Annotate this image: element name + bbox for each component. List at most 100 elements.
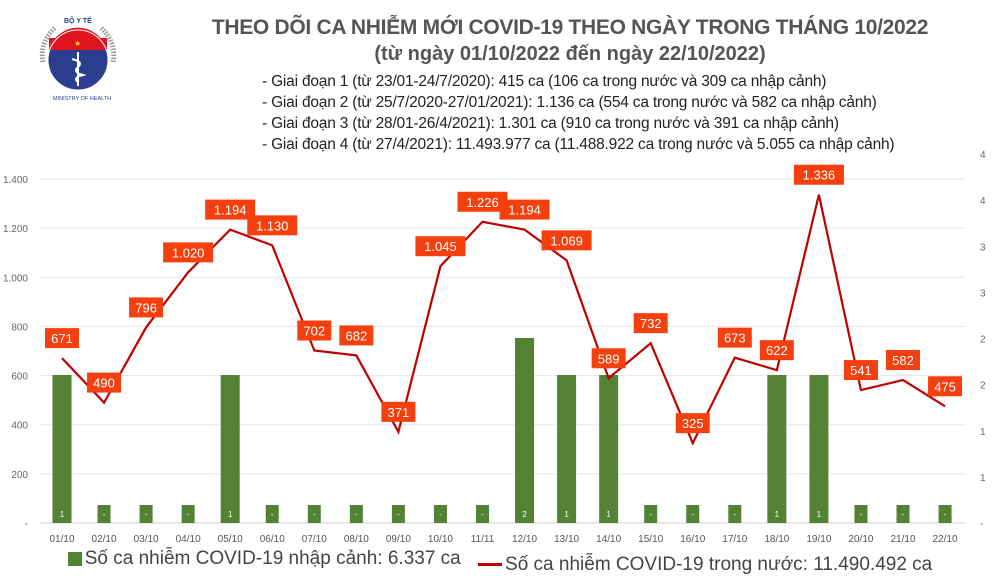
data-label: 582 bbox=[892, 353, 914, 368]
data-label-box bbox=[843, 360, 878, 381]
bar-label: - bbox=[733, 510, 736, 519]
phase-2: - Giai đoạn 2 (từ 25/7/2020-27/01/2021):… bbox=[262, 94, 877, 111]
bar-label: - bbox=[649, 510, 652, 519]
bar-label: - bbox=[313, 510, 316, 519]
x-tick-label: 09/10 bbox=[386, 534, 411, 545]
svg-text:BỘ Y TẾ: BỘ Y TẾ bbox=[64, 15, 92, 25]
data-label: 1.194 bbox=[214, 203, 247, 218]
data-label: 1.336 bbox=[803, 168, 836, 183]
left-tick-label: 200 bbox=[11, 470, 28, 481]
data-label: 371 bbox=[388, 405, 410, 420]
bar bbox=[265, 505, 279, 523]
bar-label: - bbox=[944, 510, 947, 519]
bar bbox=[728, 505, 742, 523]
bar bbox=[433, 505, 447, 523]
data-label-box bbox=[87, 372, 122, 393]
x-tick-label: 16/10 bbox=[680, 534, 705, 545]
data-label-box bbox=[499, 199, 550, 220]
bar-label: - bbox=[187, 510, 190, 519]
bar bbox=[52, 375, 72, 523]
data-label-box bbox=[541, 230, 592, 251]
phase-summary: - Giai đoạn 1 (từ 23/01-24/7/2020): 415 … bbox=[262, 71, 895, 155]
bar bbox=[938, 505, 952, 523]
data-label-box bbox=[793, 164, 844, 185]
data-label: 673 bbox=[724, 331, 746, 346]
data-label: 1.069 bbox=[550, 233, 583, 248]
data-label: 796 bbox=[135, 300, 157, 315]
bar bbox=[767, 375, 787, 523]
x-tick-label: 08/10 bbox=[344, 534, 369, 545]
x-tick-label: 17/10 bbox=[722, 534, 747, 545]
right-tick-label: 4 bbox=[980, 196, 986, 207]
data-label-box bbox=[759, 340, 794, 361]
bar-label: 1 bbox=[775, 510, 780, 519]
data-label: 732 bbox=[640, 316, 662, 331]
left-tick-label: 400 bbox=[11, 421, 28, 432]
bar-label: 1 bbox=[817, 510, 822, 519]
bar bbox=[97, 505, 111, 523]
legend: Số ca nhiễm COVID-19 nhập cảnh: 6.337 ca… bbox=[0, 548, 1000, 576]
right-tick-label: 4 bbox=[980, 150, 986, 161]
right-tick-label: 1 bbox=[980, 473, 986, 484]
data-label: 1.194 bbox=[508, 203, 541, 218]
data-label: 325 bbox=[682, 416, 704, 431]
x-tick-label: 18/10 bbox=[764, 534, 789, 545]
bar-label: - bbox=[103, 510, 106, 519]
bar bbox=[644, 505, 658, 523]
data-label-box bbox=[457, 191, 508, 212]
bar-label: 1 bbox=[564, 510, 569, 519]
chart-subtitle: (từ ngày 01/10/2022 đến ngày 22/10/2022) bbox=[374, 43, 766, 65]
data-label-box bbox=[247, 215, 298, 236]
bar-label: - bbox=[355, 510, 358, 519]
left-tick-label: - bbox=[25, 519, 28, 530]
data-label-box bbox=[886, 349, 920, 370]
x-tick-label: 07/10 bbox=[302, 534, 327, 545]
left-tick-label: 1.400 bbox=[3, 175, 28, 186]
right-tick-label: 1 bbox=[980, 427, 986, 438]
data-label-box bbox=[129, 297, 164, 318]
bar-label: 1 bbox=[606, 510, 611, 519]
legend-line-swatch bbox=[478, 563, 503, 566]
left-tick-label: 600 bbox=[11, 372, 28, 383]
legend-imported-label: Số ca nhiễm COVID-19 nhập cảnh: 6.337 ca bbox=[84, 548, 461, 569]
data-label: 622 bbox=[766, 343, 788, 358]
x-tick-label: 20/10 bbox=[848, 534, 873, 545]
x-tick-label: 22/10 bbox=[933, 534, 958, 545]
x-tick-label: 14/10 bbox=[596, 534, 621, 545]
bar-label: - bbox=[145, 510, 148, 519]
bar-label: - bbox=[691, 510, 694, 519]
data-label: 475 bbox=[934, 379, 956, 394]
data-label: 490 bbox=[93, 376, 115, 391]
x-tick-label: 04/10 bbox=[176, 534, 201, 545]
bar-label: - bbox=[902, 510, 905, 519]
data-label: 682 bbox=[345, 328, 367, 343]
data-label: 1.020 bbox=[172, 245, 205, 260]
left-tick-label: 800 bbox=[11, 322, 28, 333]
x-tick-label: 05/10 bbox=[218, 534, 243, 545]
left-tick-label: 1.000 bbox=[3, 273, 28, 284]
data-label: 541 bbox=[850, 363, 872, 378]
left-tick-label: 1.200 bbox=[3, 224, 28, 235]
bar-label: - bbox=[397, 510, 400, 519]
data-label-box bbox=[415, 236, 466, 257]
bar-label: 1 bbox=[228, 510, 233, 519]
chart-title: THEO DÕI CA NHIỄM MỚI COVID-19 THEO NGÀY… bbox=[211, 16, 929, 39]
data-label: 671 bbox=[51, 331, 73, 346]
data-label-box bbox=[339, 325, 374, 346]
legend-bar-swatch bbox=[67, 552, 82, 566]
bar bbox=[220, 375, 240, 523]
data-label: 1.226 bbox=[466, 195, 499, 210]
x-tick-label: 15/10 bbox=[638, 534, 663, 545]
x-tick-label: 21/10 bbox=[890, 534, 915, 545]
data-label: 1.045 bbox=[424, 239, 457, 254]
svg-text:MINISTRY OF HEALTH: MINISTRY OF HEALTH bbox=[53, 96, 111, 100]
phase-3: - Giai đoạn 3 (từ 28/01-26/4/2021): 1.30… bbox=[262, 115, 839, 132]
bar-label: - bbox=[271, 510, 274, 519]
legend-domestic-label: Số ca nhiễm COVID-19 trong nước: 11.490.… bbox=[505, 553, 933, 575]
phase-4: - Giai đoạn 4 (từ 27/4/2021): 11.493.977… bbox=[262, 136, 895, 153]
bar-label: - bbox=[481, 510, 484, 519]
right-tick-label: - bbox=[980, 519, 983, 530]
phase-1: - Giai đoạn 1 (từ 23/01-24/7/2020): 415 … bbox=[262, 73, 827, 90]
x-tick-label: 01/10 bbox=[49, 534, 74, 545]
